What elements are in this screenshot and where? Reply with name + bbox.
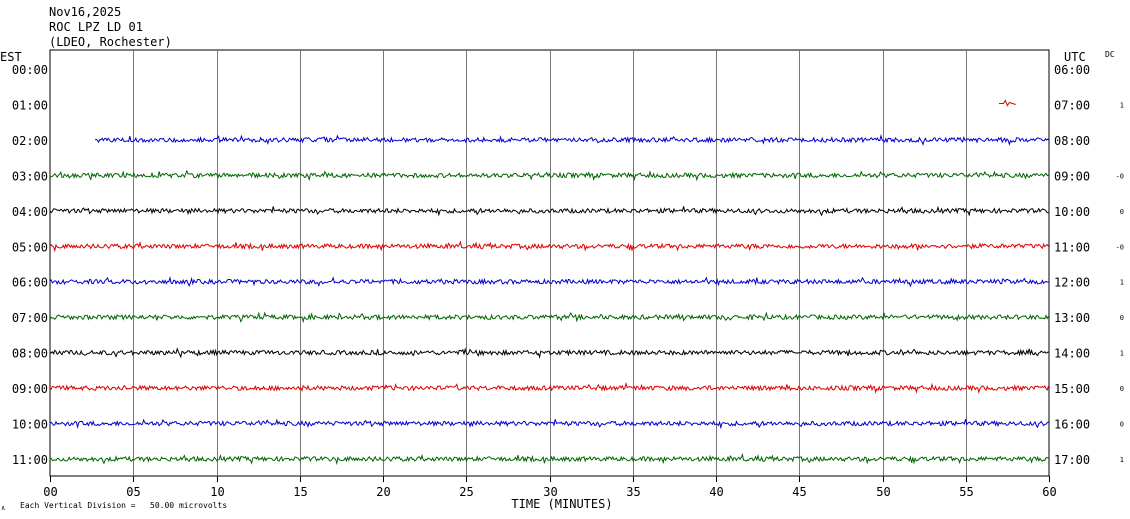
utc-time-label: 12:00 xyxy=(1054,276,1090,290)
seismic-trace xyxy=(49,169,1049,182)
dc-offset-label: -0 xyxy=(1116,243,1124,251)
utc-time-label: 09:00 xyxy=(1054,169,1090,183)
utc-time-label: 07:00 xyxy=(1054,98,1090,112)
x-tick-label: 20 xyxy=(376,485,390,499)
footer-mark: ∧ xyxy=(1,504,5,512)
utc-time-label: 11:00 xyxy=(1054,240,1090,254)
seismic-trace xyxy=(49,381,1049,395)
seismic-trace xyxy=(49,453,1049,466)
est-time-label: 11:00 xyxy=(12,453,48,467)
left-zone-label: EST xyxy=(0,50,22,64)
dc-offset-label: 1 xyxy=(1120,101,1124,109)
dc-offset-label: 1 xyxy=(1120,279,1124,287)
seismic-trace xyxy=(999,99,1016,107)
dc-offset-label: 0 xyxy=(1120,314,1124,322)
seismic-trace xyxy=(49,347,1049,359)
plot-frame xyxy=(49,49,1050,477)
header-date: Nov16,2025 xyxy=(49,5,121,19)
est-time-label: 07:00 xyxy=(12,311,48,325)
grid-layer xyxy=(49,49,1050,482)
x-tick-label: 55 xyxy=(959,485,973,499)
x-tick-label: 25 xyxy=(459,485,473,499)
x-axis-label: TIME (MINUTES) xyxy=(511,497,612,511)
seismic-trace xyxy=(49,311,1049,324)
x-tick-label: 40 xyxy=(709,485,723,499)
seismic-trace xyxy=(49,275,1049,288)
utc-time-label: 14:00 xyxy=(1054,347,1090,361)
seismic-trace xyxy=(49,418,1049,430)
utc-time-label: 15:00 xyxy=(1054,382,1090,396)
est-time-label: 10:00 xyxy=(12,418,48,432)
est-time-label: 00:00 xyxy=(12,63,48,77)
utc-time-label: 17:00 xyxy=(1054,453,1090,467)
est-time-label: 09:00 xyxy=(12,382,48,396)
dc-offset-label: 1 xyxy=(1120,350,1124,358)
trace-layer xyxy=(49,99,1050,466)
dc-label: DC xyxy=(1105,50,1115,59)
utc-time-label: 06:00 xyxy=(1054,63,1090,77)
est-time-label: 01:00 xyxy=(12,98,48,112)
x-tick-label: 30 xyxy=(543,485,557,499)
utc-time-label: 08:00 xyxy=(1054,134,1090,148)
x-tick-label: 60 xyxy=(1042,485,1056,499)
est-time-label: 06:00 xyxy=(12,276,48,290)
x-tick-label: 00 xyxy=(43,485,57,499)
dc-offset-label: 0 xyxy=(1120,208,1124,216)
est-time-label: 05:00 xyxy=(12,240,48,254)
dc-offset-label: 1 xyxy=(1120,456,1124,464)
utc-time-label: 10:00 xyxy=(1054,205,1090,219)
x-tick-label: 50 xyxy=(876,485,890,499)
est-time-label: 08:00 xyxy=(12,347,48,361)
dc-offset-label: 0 xyxy=(1120,421,1124,429)
dc-offset-label: -0 xyxy=(1116,172,1124,180)
x-tick-label: 05 xyxy=(126,485,140,499)
x-tick-label: 35 xyxy=(626,485,640,499)
est-time-label: 04:00 xyxy=(12,205,48,219)
utc-time-label: 16:00 xyxy=(1054,418,1090,432)
dc-offset-label: 0 xyxy=(1120,385,1124,393)
seismic-trace xyxy=(94,133,1050,146)
footer-note: Each Vertical Division = 50.00 microvolt… xyxy=(20,501,227,510)
right-zone-label: UTC xyxy=(1064,50,1086,64)
x-tick-label: 10 xyxy=(210,485,224,499)
utc-time-label: 13:00 xyxy=(1054,311,1090,325)
header-network: (LDEO, Rochester) xyxy=(49,35,172,49)
est-time-label: 03:00 xyxy=(12,169,48,183)
seismic-trace xyxy=(49,240,1049,253)
x-tick-label: 45 xyxy=(792,485,806,499)
est-time-label: 02:00 xyxy=(12,134,48,148)
header-station: ROC LPZ LD 01 xyxy=(49,20,143,34)
x-tick-label: 15 xyxy=(293,485,307,499)
seismic-trace xyxy=(49,205,1049,217)
